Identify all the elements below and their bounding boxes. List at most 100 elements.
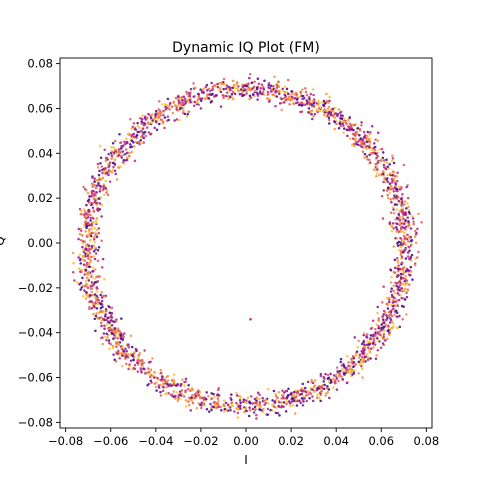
iq-sample-point [395, 315, 399, 318]
iq-sample-point [127, 155, 131, 159]
iq-sample-point [92, 220, 95, 224]
iq-sample-point [395, 257, 399, 260]
iq-sample-point [369, 142, 372, 145]
y-tick-label: −0.08 [18, 415, 53, 429]
iq-sample-point [103, 148, 106, 151]
iq-sample-point [177, 99, 180, 102]
iq-sample-point [386, 193, 389, 197]
iq-sample-point [230, 393, 233, 396]
iq-sample-point [197, 93, 201, 96]
iq-sample-point [153, 126, 156, 130]
iq-sample-point [377, 325, 380, 328]
iq-sample-point [324, 115, 328, 118]
iq-sample-point [385, 158, 388, 161]
iq-sample-point [400, 249, 403, 252]
iq-sample-point [98, 144, 102, 148]
iq-sample-point [281, 389, 284, 393]
iq-sample-point [304, 87, 307, 90]
iq-sample-point [93, 240, 96, 244]
iq-sample-point [396, 282, 399, 285]
iq-sample-point [395, 194, 399, 198]
iq-sample-point [90, 190, 94, 194]
iq-sample-point [289, 392, 292, 396]
iq-sample-point [318, 109, 322, 113]
iq-sample-point [197, 95, 201, 98]
iq-sample-point [217, 400, 220, 403]
iq-sample-point [316, 386, 319, 390]
x-tick-label: 0.06 [368, 434, 394, 448]
iq-sample-point [301, 97, 304, 101]
iq-sample-point [356, 143, 360, 146]
iq-sample-point [111, 346, 115, 350]
iq-sample-point [258, 393, 261, 396]
iq-sample-point [86, 243, 89, 246]
iq-sample-point [213, 95, 216, 98]
iq-sample-point [263, 403, 266, 406]
iq-sample-point [253, 397, 257, 401]
iq-sample-point [105, 156, 109, 160]
iq-sample-point [399, 241, 403, 244]
iq-sample-point [220, 408, 223, 412]
iq-sample-point [124, 159, 127, 162]
iq-sample-point [313, 390, 316, 393]
iq-sample-point [188, 403, 191, 407]
iq-sample-point [377, 326, 381, 330]
iq-sample-point [85, 224, 89, 228]
iq-sample-point [365, 155, 369, 158]
iq-sample-point [401, 207, 404, 210]
iq-sample-point [317, 103, 320, 107]
iq-sample-point [396, 216, 399, 220]
iq-sample-point [280, 401, 283, 404]
iq-sample-point [362, 333, 365, 337]
iq-sample-point [398, 215, 401, 219]
iq-sample-point [407, 220, 410, 223]
iq-sample-point [324, 394, 327, 397]
iq-sample-point [292, 399, 296, 403]
iq-sample-point [391, 298, 395, 301]
x-tick-label: −0.08 [48, 434, 83, 448]
iq-sample-point [253, 85, 256, 88]
iq-sample-point [200, 406, 203, 410]
iq-sample-point [133, 364, 137, 367]
iq-sample-point [333, 127, 337, 131]
iq-sample-point [328, 122, 331, 125]
iq-sample-point [91, 206, 95, 209]
iq-sample-point [299, 401, 302, 405]
iq-sample-point [238, 89, 241, 93]
iq-sample-point [389, 211, 393, 215]
iq-sample-point [210, 408, 213, 412]
iq-sample-point [199, 395, 202, 399]
iq-sample-point [143, 349, 146, 352]
iq-sample-point [97, 317, 100, 320]
iq-sample-point [85, 272, 89, 276]
iq-sample-point [382, 320, 386, 324]
iq-sample-point [75, 280, 79, 284]
iq-sample-point [222, 403, 225, 406]
iq-sample-point [189, 409, 192, 412]
iq-sample-point [375, 354, 378, 357]
iq-sample-point [92, 282, 96, 286]
iq-sample-point [306, 380, 310, 384]
iq-sample-point [203, 399, 206, 403]
iq-sample-point [112, 353, 115, 356]
iq-sample-point [148, 368, 152, 372]
iq-sample-point [388, 321, 392, 324]
iq-sample-point [101, 342, 104, 346]
iq-sample-point [235, 391, 238, 395]
iq-sample-point [148, 375, 152, 379]
iq-sample-point [345, 354, 349, 358]
iq-sample-point [80, 209, 83, 213]
iq-sample-point [310, 380, 314, 384]
iq-sample-point [111, 161, 115, 165]
iq-sample-point [318, 396, 321, 400]
iq-sample-point [105, 339, 108, 342]
iq-sample-point [191, 401, 195, 405]
iq-sample-point [130, 345, 134, 349]
iq-sample-point [301, 390, 305, 393]
iq-sample-point [266, 402, 270, 405]
iq-sample-point [231, 79, 235, 83]
iq-sample-point [339, 114, 343, 117]
iq-sample-point [350, 143, 354, 147]
iq-sample-point [305, 93, 309, 97]
iq-sample-point [236, 416, 240, 419]
